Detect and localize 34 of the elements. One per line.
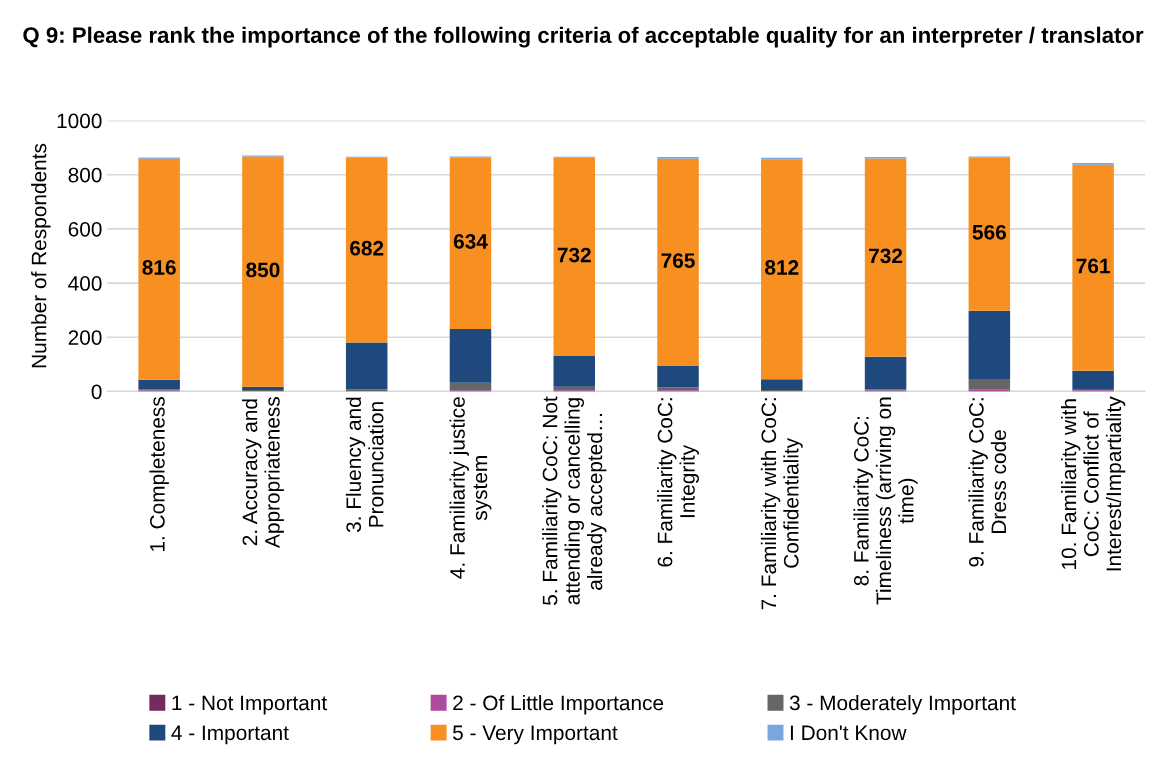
legend-label: 5 - Very Important (453, 725, 618, 745)
x-tick-label: 3. Fluency and Pronunciation (345, 397, 384, 533)
data-label: 732 (869, 248, 903, 264)
x-tick-label: 7. Familiarity with CoC: Confidentiality (760, 398, 803, 610)
data-label: 566 (972, 224, 1006, 240)
y-tick-label: 800 (68, 167, 102, 183)
data-label: 850 (246, 262, 280, 278)
x-tick-label: 1. Completeness (149, 397, 169, 552)
y-tick-label: 0 (91, 384, 102, 400)
chart-title: Q 9: Please rank the importance of the following criteria of acceptable quality for an interpreter / translator (23, 26, 1144, 48)
x-tick-label: 8. Familiarity CoC: Timeliness (arriving on time) (853, 397, 918, 605)
legend-label: 1 - Not Important (172, 695, 328, 715)
x-tick-label: 2. Accuracy and Appropriateness (242, 397, 284, 548)
x-tick-label: 6. Familiarity CoC: Integrity (657, 398, 699, 567)
data-label: 634 (453, 234, 488, 249)
legend-label: 3 - Moderately Important (789, 694, 1016, 715)
legend-label: I Don't Know (790, 725, 907, 741)
x-tick-label: 10. Familiarity with CoC: Conflict of Interest/Impartiality (1060, 396, 1126, 571)
legend-label: 4 - Important (171, 725, 289, 745)
x-tick-label: 9. Familiarity CoC: Dress code (968, 398, 1007, 567)
y-tick-label: 200 (68, 330, 102, 345)
data-label: 682 (350, 240, 384, 256)
x-tick-label: 5. Familiarity CoC: Not attending or cancelling already accepted… (542, 396, 607, 605)
y-tick-label: 1000 (57, 113, 102, 129)
y-axis-title: Number of Respondents (31, 143, 51, 368)
x-tick-label: 4. Familiarity justice system (449, 397, 492, 579)
data-label: 816 (142, 260, 176, 275)
data-label: 732 (557, 247, 591, 263)
y-tick-label: 400 (68, 276, 102, 291)
legend-label: 2 - Of Little Importance (453, 694, 664, 715)
data-label: 765 (661, 253, 695, 268)
y-tick-label: 600 (68, 221, 102, 237)
data-label: 761 (1076, 258, 1110, 274)
data-label: 812 (765, 260, 799, 275)
